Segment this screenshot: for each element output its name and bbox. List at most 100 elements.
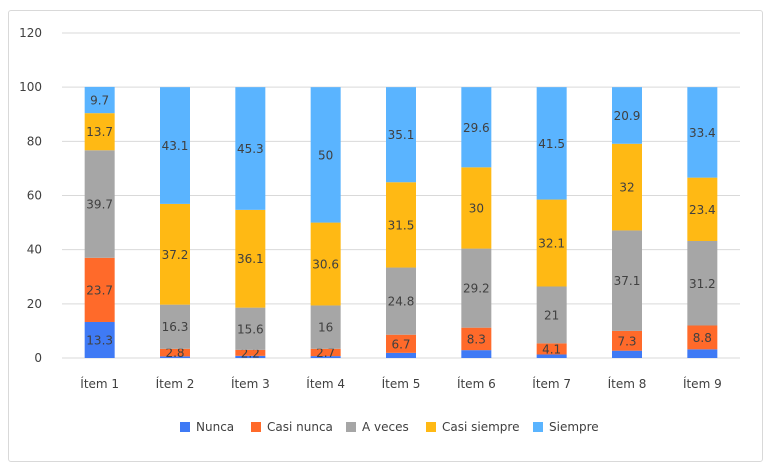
data-label: 4.1: [542, 342, 561, 356]
data-label: 36.1: [237, 252, 264, 266]
data-label: 23.4: [689, 203, 716, 217]
data-label: 16: [318, 321, 333, 335]
bar-segment: [84, 86, 115, 114]
data-label: 8.8: [693, 331, 712, 345]
bar-segment: [160, 348, 190, 357]
x-tick-label: Ítem 4: [306, 376, 345, 391]
legend-label: Siempre: [549, 420, 599, 434]
y-tick-label: 100: [19, 80, 42, 94]
bar-segment: [386, 334, 416, 353]
y-tick-label: 60: [27, 189, 42, 203]
data-label: 21: [544, 308, 559, 322]
data-label: 39.7: [86, 198, 113, 212]
x-tick-label: Ítem 5: [382, 376, 421, 391]
bar-segment: [612, 350, 642, 358]
data-label: 29.6: [463, 121, 490, 135]
data-label: 32: [619, 181, 634, 195]
bar-segment: [687, 349, 718, 358]
y-axis: 0 20 40 60 80 100 120: [19, 26, 42, 365]
x-tick-label: Ítem 1: [80, 376, 119, 391]
bar-segment: [84, 113, 115, 151]
bar-segment: [612, 87, 642, 144]
data-label: 30: [469, 201, 484, 215]
bar-segment: [461, 327, 492, 351]
legend-swatch: [346, 422, 356, 432]
bar-segment: [612, 143, 642, 231]
bar-segment: [536, 343, 567, 355]
bar-segment: [160, 356, 190, 358]
bar-segment: [687, 177, 718, 241]
data-label: 15.6: [237, 322, 264, 336]
bar-segment: [536, 354, 567, 358]
bar-segment: [310, 348, 341, 357]
data-label: 35.1: [388, 128, 415, 142]
bar-segment: [461, 167, 492, 249]
data-label: 37.2: [162, 248, 189, 262]
x-tick-label: Ítem 9: [683, 376, 722, 391]
data-label: 32.1: [538, 237, 565, 251]
data-label: 23.7: [86, 283, 113, 297]
bar-segment: [310, 305, 341, 349]
bar-segment: [310, 356, 341, 358]
bar-segment: [235, 355, 266, 358]
bar-segment: [461, 248, 492, 328]
bar-segment: [386, 87, 416, 183]
data-label: 2.7: [316, 346, 335, 360]
bar-segment: [687, 241, 718, 326]
legend-item: Siempre: [533, 420, 599, 434]
data-label: 24.8: [388, 295, 415, 309]
data-label: 16.3: [162, 320, 189, 334]
legend-label: A veces: [362, 420, 409, 434]
bar-segment: [461, 350, 492, 358]
bar-segment: [687, 325, 718, 350]
y-tick-label: 20: [27, 297, 42, 311]
bar-segment: [536, 199, 567, 287]
legend-swatch: [533, 422, 543, 432]
data-label: 50: [318, 148, 333, 162]
legend-label: Casi nunca: [267, 420, 333, 434]
bar-segment: [84, 257, 115, 322]
bar-segment: [386, 182, 416, 268]
y-tick-label: 0: [34, 351, 42, 365]
bar-segment: [386, 352, 416, 358]
bar-segment: [461, 87, 492, 168]
x-tick-label: Ítem 2: [156, 376, 195, 391]
legend-label: Casi siempre: [442, 420, 519, 434]
data-label: 20.9: [614, 109, 641, 123]
bar-segment: [235, 349, 266, 356]
bar-segment: [235, 87, 266, 210]
x-tick-label: Ítem 3: [231, 376, 270, 391]
bar-segment: [235, 307, 266, 350]
legend-item: Casi nunca: [251, 420, 333, 434]
data-label: 9.7: [90, 94, 109, 108]
data-label: 37.1: [614, 274, 641, 288]
legend: Nunca Casi nunca A veces Casi siempre Siempr…: [180, 420, 599, 434]
x-tick-label: Ítem 8: [608, 376, 647, 391]
data-label: 29.2: [463, 282, 490, 296]
data-label: 8.3: [467, 332, 486, 346]
data-label: 41.5: [538, 137, 565, 151]
data-label: 43.1: [162, 139, 189, 153]
chart-frame: [8, 10, 763, 462]
bar-segment: [84, 321, 115, 358]
x-tick-label: Ítem 7: [532, 376, 571, 391]
y-tick-label: 40: [27, 243, 42, 257]
bars: 13.323.739.713.79.72.816.337.243.12.215.…: [84, 86, 718, 360]
data-label: 13.7: [86, 125, 113, 139]
bar-segment: [310, 87, 341, 223]
bar-segment: [536, 286, 567, 344]
legend-swatch: [426, 422, 436, 432]
bar-segment: [386, 267, 416, 335]
x-tick-label: Ítem 6: [457, 376, 496, 391]
legend-swatch: [180, 422, 190, 432]
data-label: 6.7: [391, 337, 410, 351]
bar-segment: [687, 87, 718, 178]
legend-item: Nunca: [180, 420, 234, 434]
legend-label: Nunca: [196, 420, 234, 434]
y-tick-label: 120: [19, 26, 42, 40]
bar-segment: [160, 87, 190, 204]
y-tick-label: 80: [27, 134, 42, 148]
bar-segment: [84, 150, 115, 258]
data-label: 31.2: [689, 277, 716, 291]
